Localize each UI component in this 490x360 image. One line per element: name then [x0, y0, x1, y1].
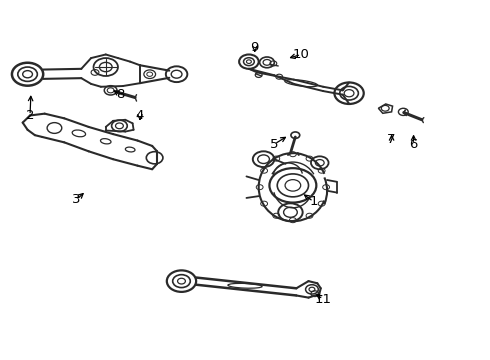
Text: 3: 3	[72, 193, 81, 206]
Text: 10: 10	[293, 48, 310, 61]
Text: 11: 11	[315, 293, 332, 306]
Text: 2: 2	[26, 109, 34, 122]
Text: 4: 4	[136, 109, 144, 122]
Text: 8: 8	[116, 88, 124, 101]
Text: 6: 6	[409, 138, 418, 150]
Text: 5: 5	[270, 138, 279, 150]
Text: 7: 7	[387, 133, 396, 146]
Text: 9: 9	[250, 41, 259, 54]
Text: 1: 1	[309, 195, 318, 208]
